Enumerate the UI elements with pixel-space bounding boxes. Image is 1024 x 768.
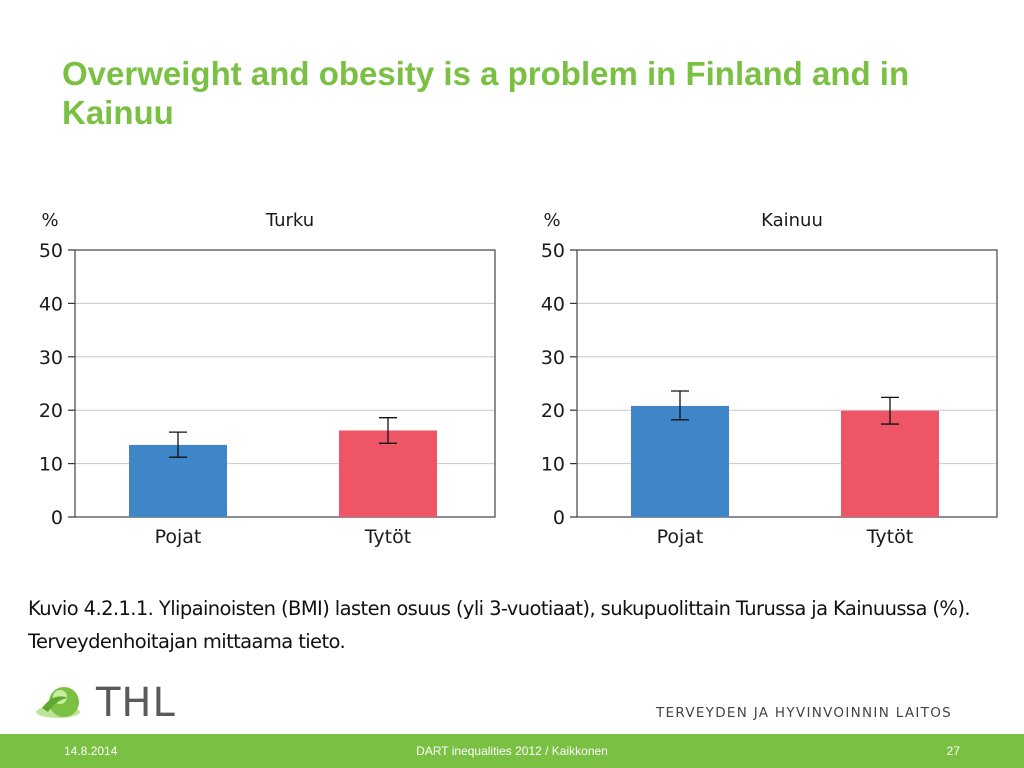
plot-frame [74,249,496,518]
y-tick-label: 40 [541,293,565,315]
y-tick-label: 30 [39,347,63,369]
caption-line-2: Terveydenhoitajan mittaama tieto. [28,630,346,653]
y-axis-label: % [543,210,560,231]
logo-text: THL [96,680,176,726]
bar-pojat [631,405,729,517]
chart-turku: 0 10 20 30 40 50 Turku% Pojat Tytöt [20,195,510,560]
footer-center-text: DART inequalities 2012 / Kaikkonen [416,744,608,758]
chart-kainuu-svg: 0 10 20 30 40 50 Kainuu% Pojat Tytöt [541,210,998,548]
chart-kainuu: 0 10 20 30 40 50 Kainuu% Pojat Tytöt [522,195,1012,560]
footer-bar: 14.8.2014 DART inequalities 2012 / Kaikk… [0,734,1024,768]
y-tick-label: 50 [39,240,63,262]
caption-line-1: Kuvio 4.2.1.1. Ylipainoisten (BMI) laste… [28,597,971,620]
plot-frame [576,249,998,518]
x-category-label: Pojat [155,526,202,548]
footer-date: 14.8.2014 [64,744,118,758]
figure-caption: Kuvio 4.2.1.1. Ylipainoisten (BMI) laste… [28,592,1008,658]
leaf-logo-icon [36,687,80,718]
bar-tytt [841,410,939,517]
y-tick-label: 10 [541,454,565,476]
y-tick-label: 30 [541,347,565,369]
slide-title: Overweight and obesity is a problem in F… [62,55,910,131]
chart-turku-svg: 0 10 20 30 40 50 Turku% Pojat Tytöt [39,210,496,548]
x-category-label: Pojat [657,526,704,548]
chart-title: Kainuu [761,210,823,231]
y-tick-label: 20 [541,400,565,422]
y-tick-label: 20 [39,400,63,422]
x-category-label: Tytöt [364,526,411,548]
y-tick-label: 0 [51,507,63,529]
y-tick-label: 10 [39,454,63,476]
x-category-label: Tytöt [866,526,913,548]
organization-name: TERVEYDEN JA HYVINVOINNIN LAITOS [656,705,952,721]
y-tick-label: 50 [541,240,565,262]
y-tick-label: 40 [39,293,63,315]
thl-logo: THL [34,678,194,726]
footer-page-number: 27 [946,744,960,758]
y-axis-label: % [41,210,58,231]
bar-tytt [339,430,437,517]
y-tick-label: 0 [553,507,565,529]
chart-title: Turku [265,210,314,231]
